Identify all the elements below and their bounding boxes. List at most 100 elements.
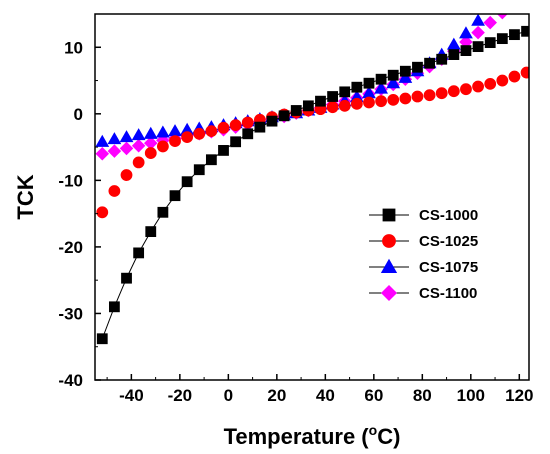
data-point	[471, 14, 485, 26]
data-point	[144, 147, 157, 159]
data-point	[460, 45, 472, 56]
data-point	[121, 272, 132, 284]
x-axis-title-unit: C)	[377, 424, 400, 449]
x-tick-label: 80	[413, 386, 432, 405]
data-point	[339, 86, 351, 98]
data-point	[483, 15, 497, 30]
data-point	[447, 85, 460, 98]
x-tick-label: 60	[364, 386, 383, 405]
x-axis-title-degree: o	[369, 422, 378, 438]
data-point	[399, 65, 411, 77]
data-point	[423, 89, 436, 102]
data-point	[107, 144, 122, 158]
x-axis-title: Temperature (oC)	[224, 422, 401, 449]
data-point	[242, 128, 254, 140]
data-point	[119, 141, 134, 156]
legend-marker	[382, 208, 396, 222]
plot-frame	[94, 13, 530, 381]
data-point	[168, 124, 182, 137]
series-cs-1075	[95, 14, 485, 147]
data-point	[436, 53, 448, 65]
y-axis-title: TCK	[13, 174, 38, 219]
data-point	[96, 333, 108, 345]
data-point	[399, 92, 412, 105]
legend-entry: CS-1100	[369, 284, 477, 302]
data-point	[326, 101, 339, 114]
data-point	[496, 33, 508, 45]
data-point	[205, 154, 217, 166]
data-point	[145, 226, 157, 238]
legend: CS-1000 CS-1025 CS-1075 CS-1100	[369, 207, 478, 302]
data-point	[120, 169, 133, 181]
data-point	[412, 61, 423, 73]
data-point	[459, 26, 473, 39]
y-tick-label: -20	[58, 238, 83, 257]
legend-label: CS-1000	[419, 207, 478, 224]
data-point	[460, 83, 472, 96]
data-point	[424, 57, 435, 69]
data-point	[387, 93, 400, 106]
data-point	[95, 146, 110, 161]
data-point	[386, 76, 401, 89]
x-tick-label: 0	[224, 386, 233, 405]
data-point	[193, 127, 206, 140]
data-point	[472, 41, 484, 53]
data-point	[446, 37, 461, 50]
data-point	[302, 100, 314, 112]
x-axis-title-main: Temperature (	[224, 424, 370, 449]
data-point	[230, 136, 242, 148]
data-point	[448, 49, 460, 60]
data-point	[521, 25, 529, 37]
data-point	[375, 73, 387, 85]
data-point	[351, 81, 363, 93]
plot-layer	[95, 14, 529, 345]
data-point	[205, 125, 218, 138]
data-point	[363, 77, 375, 89]
data-point	[338, 99, 351, 112]
data-point	[327, 91, 339, 102]
data-point	[132, 156, 145, 169]
data-point	[471, 25, 485, 40]
data-point	[509, 29, 520, 41]
data-point	[181, 176, 193, 188]
legend-label: CS-1025	[419, 233, 478, 250]
legend-label: CS-1075	[419, 259, 478, 276]
x-tick-label: 40	[316, 386, 335, 405]
data-point	[254, 121, 266, 133]
series-cs-1000	[96, 25, 529, 345]
data-point	[169, 135, 181, 148]
data-point	[108, 185, 121, 197]
y-tick-label: -30	[58, 304, 83, 323]
data-point	[241, 116, 254, 129]
data-point	[131, 128, 146, 141]
x-tick-label: 100	[457, 386, 485, 405]
data-point	[229, 119, 242, 132]
data-point	[218, 145, 229, 156]
legend-marker	[382, 234, 396, 248]
y-tick-label: 0	[74, 105, 83, 124]
data-point	[193, 164, 205, 176]
y-tick-label: -40	[58, 371, 83, 390]
data-point	[131, 138, 146, 153]
data-point	[169, 190, 181, 202]
data-point	[278, 110, 290, 122]
data-point	[496, 14, 508, 20]
legend-marker	[380, 284, 398, 302]
series-cs-1025	[96, 66, 529, 219]
data-point	[107, 132, 122, 145]
data-point	[435, 87, 448, 100]
data-point	[520, 66, 529, 79]
legend-marker	[380, 258, 398, 273]
x-tick-label: -20	[168, 386, 193, 405]
data-point	[95, 134, 110, 147]
data-point	[387, 69, 399, 81]
data-point	[484, 37, 496, 49]
data-point	[217, 121, 230, 134]
data-point	[411, 90, 424, 103]
axis-ticks: -40 -20 0 20 40 60 80 100 120 -40 -30 -20 -10 0 10	[58, 38, 533, 405]
legend-entry: CS-1000	[369, 207, 478, 224]
data-point	[398, 70, 413, 83]
data-point	[496, 74, 509, 87]
data-point	[156, 140, 169, 153]
